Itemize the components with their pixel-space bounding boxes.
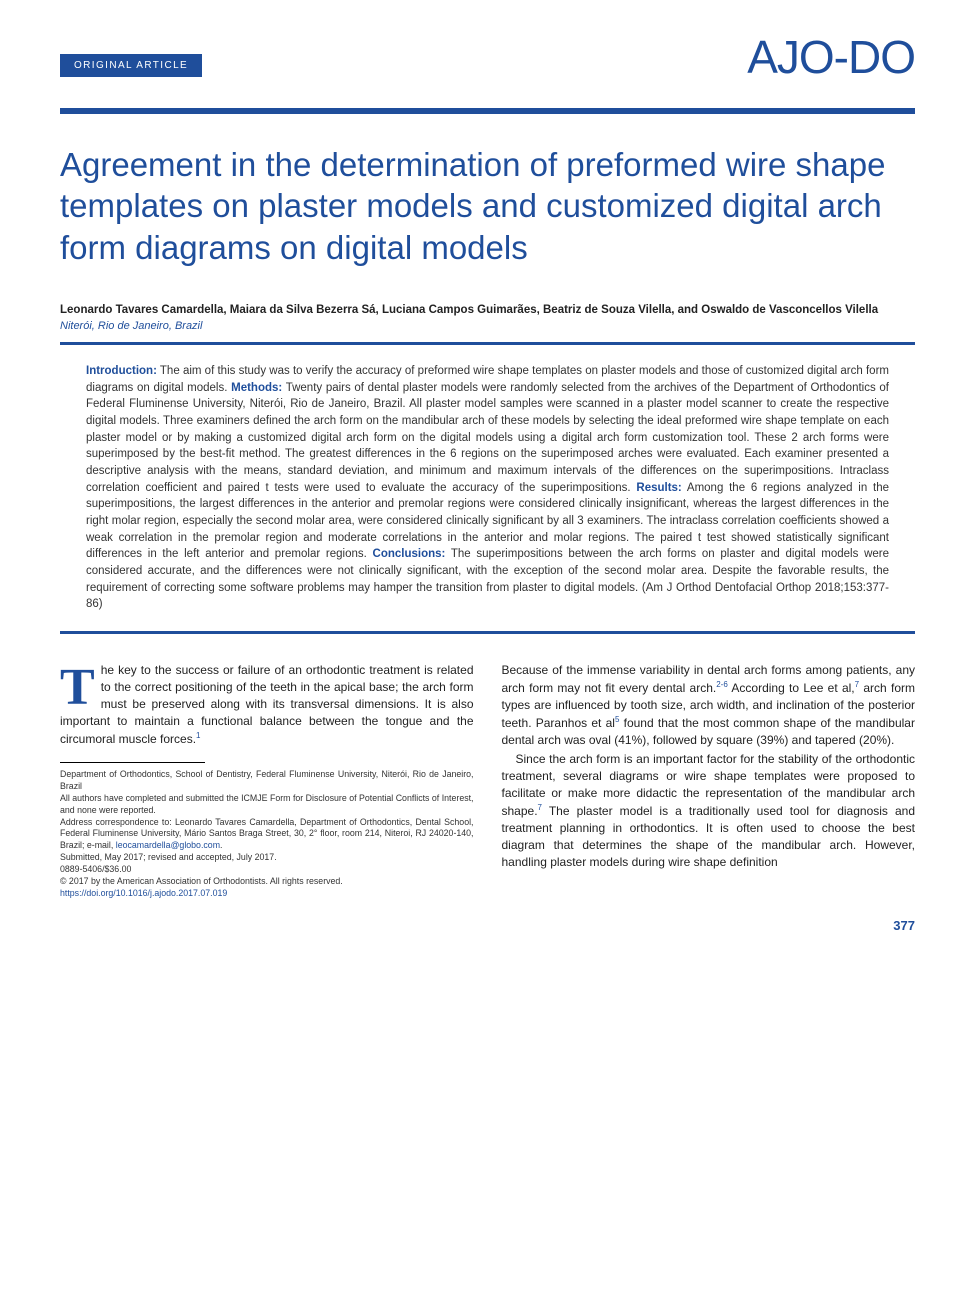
abstract-bottom-rule	[60, 631, 915, 634]
footnote-coi: All authors have completed and submitted…	[60, 793, 474, 817]
body-paragraph-3: Since the arch form is an important fact…	[502, 751, 916, 871]
abstract-top-rule	[60, 342, 915, 345]
author-affiliation: Niterói, Rio de Janeiro, Brazil	[60, 320, 915, 332]
author-list: Leonardo Tavares Camardella, Maiara da S…	[60, 302, 915, 318]
footnote-affiliation: Department of Orthodontics, School of De…	[60, 769, 474, 793]
footnote-correspondence: Address correspondence to: Leonardo Tava…	[60, 817, 474, 853]
body-p2b: According to Lee et al,	[728, 681, 855, 695]
abstract-results-label: Results:	[636, 482, 681, 494]
body-p1-text: he key to the success or failure of an o…	[60, 663, 474, 746]
header-rule	[60, 108, 915, 114]
abstract-intro-label: Introduction:	[86, 365, 157, 377]
journal-logo: AJO-DO	[747, 30, 915, 84]
article-type-tag: ORIGINAL ARTICLE	[60, 54, 202, 77]
correspondence-email-link[interactable]: leocamardella@globo.com	[116, 840, 220, 850]
page-number: 377	[60, 918, 915, 933]
right-column: Because of the immense variability in de…	[502, 662, 916, 900]
abstract-methods-text: Twenty pairs of dental plaster models we…	[86, 382, 889, 494]
footnotes: Department of Orthodontics, School of De…	[60, 769, 474, 900]
body-paragraph-2: Because of the immense variability in de…	[502, 662, 916, 749]
abstract: Introduction: The aim of this study was …	[60, 363, 915, 613]
footnote-separator	[60, 762, 205, 763]
body-columns: The key to the success or failure of an …	[60, 662, 915, 900]
citation-ref-2-6[interactable]: 2-6	[716, 680, 728, 689]
citation-ref-1[interactable]: 1	[196, 731, 200, 740]
abstract-conclusions-label: Conclusions:	[373, 548, 446, 560]
abstract-methods-label: Methods:	[231, 382, 282, 394]
dropcap: T	[60, 662, 101, 710]
footnote-issn: 0889-5406/$36.00	[60, 864, 474, 876]
page: ORIGINAL ARTICLE AJO-DO Agreement in the…	[0, 0, 975, 963]
body-paragraph-1: The key to the success or failure of an …	[60, 662, 474, 748]
article-title: Agreement in the determination of prefor…	[60, 144, 915, 268]
body-p3b: The plaster model is a traditionally use…	[502, 804, 916, 869]
footnote-dates: Submitted, May 2017; revised and accepte…	[60, 852, 474, 864]
footnote-copyright: © 2017 by the American Association of Or…	[60, 876, 474, 888]
header: ORIGINAL ARTICLE AJO-DO	[60, 40, 915, 100]
doi-link[interactable]: https://doi.org/10.1016/j.ajodo.2017.07.…	[60, 888, 474, 900]
left-column: The key to the success or failure of an …	[60, 662, 474, 900]
